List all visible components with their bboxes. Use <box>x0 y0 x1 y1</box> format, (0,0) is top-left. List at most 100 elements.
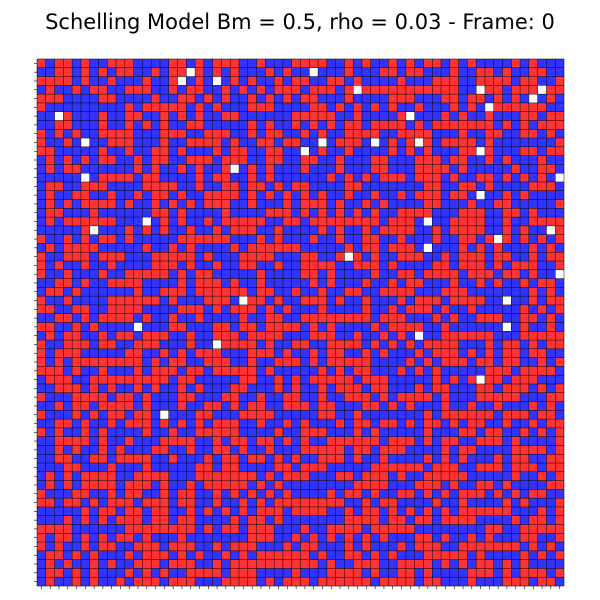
cell-group_b <box>247 67 257 77</box>
cell-group_b <box>458 392 468 402</box>
cell-group_b <box>247 278 257 288</box>
cell-group_b <box>221 542 231 551</box>
cell-group_a <box>247 559 257 569</box>
cell-group_a <box>458 331 468 341</box>
cell-group_a <box>239 85 248 95</box>
cell-group_a <box>361 85 371 95</box>
cell-group_b <box>63 102 73 112</box>
cell-group_a <box>54 542 64 551</box>
cell-group_a <box>537 331 547 341</box>
cell-group_b <box>300 67 310 77</box>
cell-group_b <box>265 59 275 68</box>
cell-group_b <box>361 164 371 174</box>
cell-group_a <box>379 67 389 77</box>
cell-group_a <box>405 67 415 77</box>
cell-group_a <box>388 515 398 525</box>
cell-group_b <box>265 515 275 525</box>
cell-group_a <box>107 383 117 393</box>
cell-group_a <box>177 419 187 428</box>
cell-group_a <box>361 436 371 446</box>
cell-group_b <box>256 225 266 235</box>
cell-group_a <box>502 199 512 209</box>
cell-group_a <box>177 278 187 288</box>
cell-group_a <box>555 515 565 525</box>
cell-group_a <box>98 313 108 323</box>
cell-group_a <box>353 76 363 86</box>
cell-group_b <box>177 181 187 191</box>
cell-group_a <box>484 366 494 376</box>
cell-group_a <box>335 357 345 367</box>
cell-group_b <box>239 234 248 244</box>
cell-group_a <box>335 445 345 455</box>
cell-group_b <box>221 489 231 499</box>
cell-group_a <box>476 120 485 130</box>
cell-group_a <box>37 261 46 270</box>
cell-group_a <box>186 155 196 165</box>
cell-empty <box>537 85 547 95</box>
cell-group_b <box>159 542 169 551</box>
cell-group_a <box>80 515 90 525</box>
cell-group_b <box>344 225 354 235</box>
cell-group_b <box>555 401 565 411</box>
cell-group_a <box>388 506 398 516</box>
cell-group_a <box>432 76 442 86</box>
cell-group_b <box>168 506 178 516</box>
cell-group_b <box>265 234 275 244</box>
cell-group_a <box>326 348 336 358</box>
cell-group_b <box>344 427 354 437</box>
cell-group_b <box>432 533 442 543</box>
cell-group_b <box>414 550 424 560</box>
cell-group_a <box>54 59 64 68</box>
cell-group_b <box>54 506 64 516</box>
cell-group_a <box>520 146 529 156</box>
cell-group_a <box>555 146 565 156</box>
cell-group_a <box>467 138 477 147</box>
cell-group_b <box>256 199 266 209</box>
cell-group_b <box>379 366 389 376</box>
cell-group_b <box>291 278 301 288</box>
cell-group_a <box>423 392 433 402</box>
cell-group_b <box>414 59 424 68</box>
cell-group_b <box>168 278 178 288</box>
cell-group_b <box>528 199 538 209</box>
cell-group_a <box>247 410 257 420</box>
cell-group_b <box>98 410 108 420</box>
cell-group_a <box>133 559 143 569</box>
cell-group_a <box>230 146 240 156</box>
cell-group_b <box>221 568 231 578</box>
cell-group_a <box>458 181 468 191</box>
cell-group_a <box>203 568 213 578</box>
cell-group_b <box>379 340 389 349</box>
cell-group_a <box>291 568 301 578</box>
cell-group_b <box>195 190 204 200</box>
cell-group_a <box>133 269 143 279</box>
cell-group_a <box>353 366 363 376</box>
cell-group_a <box>89 498 99 507</box>
cell-empty <box>476 375 485 385</box>
cell-group_a <box>221 454 231 464</box>
cell-group_b <box>379 410 389 420</box>
cell-group_a <box>511 410 521 420</box>
cell-group_a <box>247 76 257 86</box>
cell-group_b <box>291 313 301 323</box>
cell-group_a <box>555 331 565 341</box>
cell-group_a <box>45 559 55 569</box>
cell-group_a <box>63 533 73 543</box>
cell-group_a <box>168 85 178 95</box>
cell-group_b <box>124 208 134 218</box>
cell-group_a <box>353 111 363 121</box>
cell-group_a <box>212 542 222 551</box>
cell-group_b <box>528 577 538 587</box>
cell-group_a <box>520 173 529 183</box>
cell-group_a <box>441 383 450 393</box>
cell-group_a <box>309 348 319 358</box>
cell-group_b <box>230 94 240 103</box>
cell-group_b <box>344 304 354 314</box>
cell-group_b <box>476 129 485 139</box>
cell-group_b <box>80 164 90 174</box>
cell-group_a <box>291 383 301 393</box>
cell-group_b <box>423 252 433 262</box>
cell-group_a <box>432 85 442 95</box>
cell-group_a <box>124 146 134 156</box>
